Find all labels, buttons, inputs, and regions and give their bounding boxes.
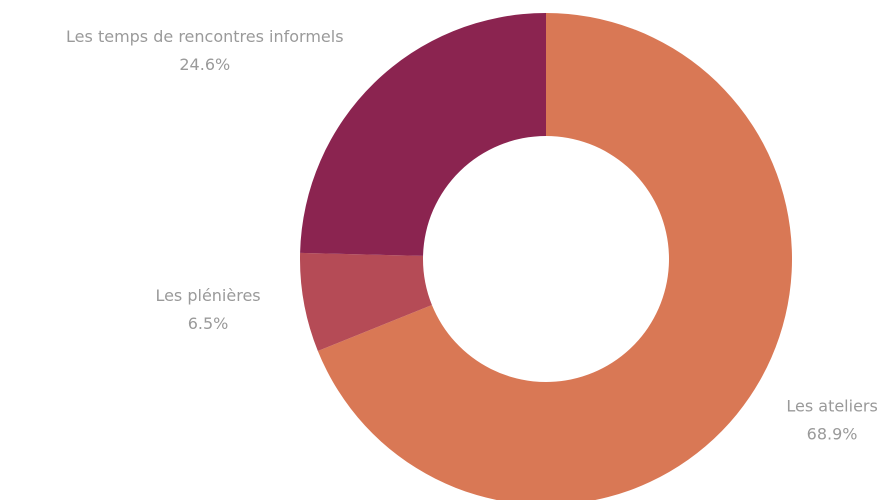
donut-slice bbox=[300, 252, 432, 351]
donut-slice bbox=[300, 13, 546, 256]
donut-slice bbox=[317, 13, 792, 500]
slice-label: Les ateliers bbox=[786, 397, 877, 416]
slice-label: Les temps de rencontres informels bbox=[66, 27, 343, 46]
slice-value-label: 68.9% bbox=[807, 425, 858, 444]
slice-value-label: 24.6% bbox=[179, 55, 230, 74]
slice-value-label: 6.5% bbox=[188, 314, 229, 333]
slice-label: Les plénières bbox=[155, 286, 260, 305]
